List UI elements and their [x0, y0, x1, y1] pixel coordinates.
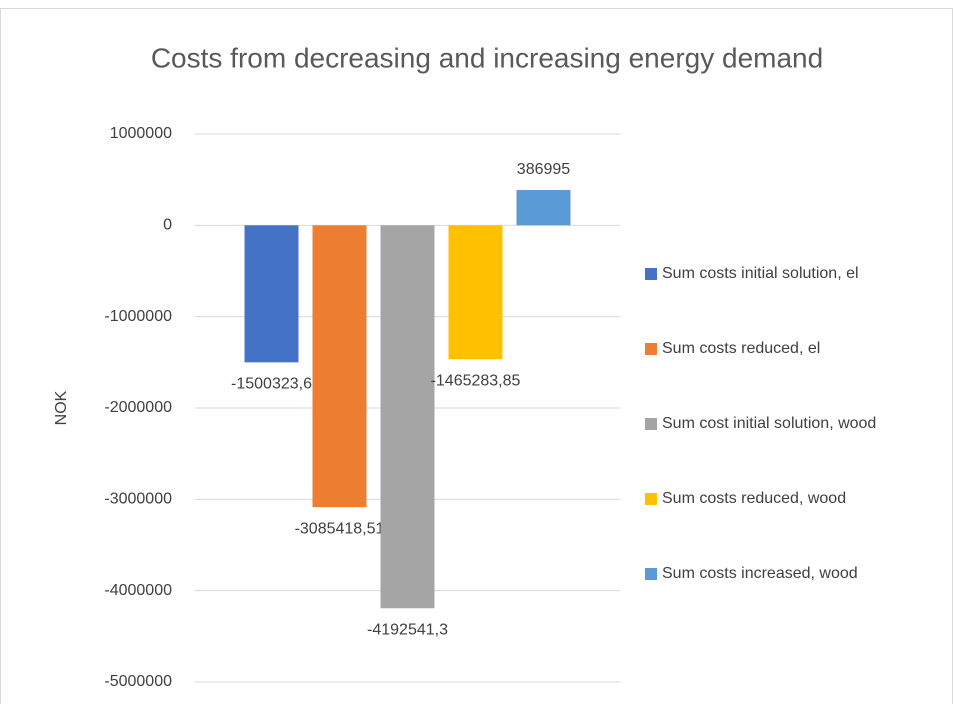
y-tick-label: -1000000 — [104, 308, 172, 325]
chart-title: Costs from decreasing and increasing ene… — [151, 42, 823, 73]
legend-label: Sum costs initial solution, el — [662, 265, 859, 282]
legend-swatch — [645, 343, 657, 355]
legend-swatch — [645, 493, 657, 505]
bar — [380, 225, 435, 609]
y-tick-label: -4000000 — [104, 582, 172, 599]
data-label: -3085418,51 — [295, 520, 385, 537]
legend-label: Sum costs reduced, el — [662, 340, 820, 357]
bar — [516, 189, 571, 226]
data-label: 386995 — [517, 161, 570, 178]
data-label: -1500323,6 — [231, 376, 312, 393]
legend-swatch — [645, 268, 657, 280]
legend-swatch — [645, 418, 657, 430]
data-label: -1465283,85 — [431, 372, 521, 389]
bar — [312, 225, 367, 508]
y-tick-label: 0 — [163, 217, 172, 234]
bar — [448, 225, 503, 360]
y-tick-label: 1000000 — [110, 125, 172, 142]
y-tick-label: -5000000 — [104, 673, 172, 690]
y-tick-label: -3000000 — [104, 491, 172, 508]
y-axis-label: NOK — [53, 390, 70, 425]
data-label: -4192541,3 — [367, 621, 448, 638]
bar — [244, 225, 299, 363]
legend-label: Sum costs increased, wood — [662, 565, 858, 582]
y-tick-label: -2000000 — [104, 399, 172, 416]
legend-swatch — [645, 568, 657, 580]
legend-label: Sum cost initial solution, wood — [662, 415, 876, 432]
legend-label: Sum costs reduced, wood — [662, 490, 846, 507]
